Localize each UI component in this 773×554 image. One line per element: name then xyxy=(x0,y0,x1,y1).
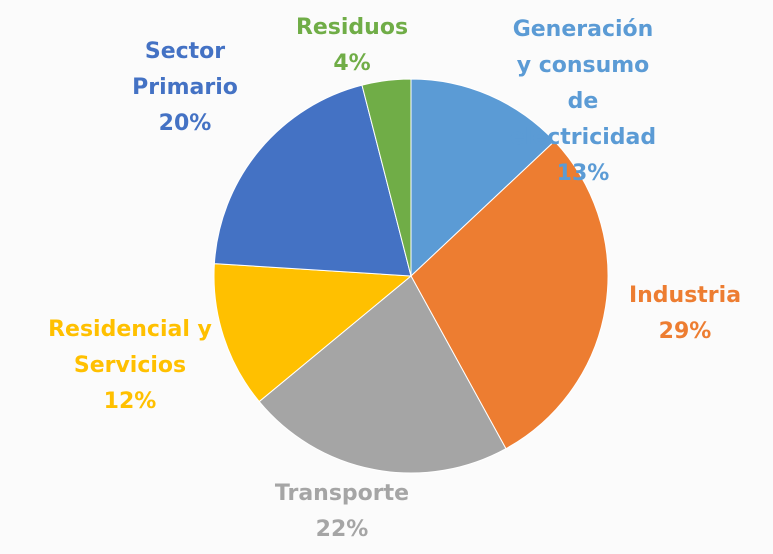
slice-label: Transporte 22% xyxy=(262,476,422,548)
slice-label: Sector Primario 20% xyxy=(110,34,260,142)
pie-slice xyxy=(410,78,556,278)
slice-label: Industria 29% xyxy=(610,278,760,350)
pie-slice xyxy=(213,84,412,277)
value-label: 13% xyxy=(556,161,610,186)
category-label: Industria xyxy=(628,283,742,308)
pie-slice xyxy=(361,78,412,277)
category-label: Transporte xyxy=(274,481,410,506)
category-label: Residuos xyxy=(295,15,409,40)
slice-label: Residuos 4% xyxy=(292,10,412,82)
category-label: Sector Primario xyxy=(132,39,238,100)
category-label: Residencial y Servicios xyxy=(48,317,212,378)
slice-label: Residencial y Servicios 12% xyxy=(40,312,220,420)
value-label: 12% xyxy=(103,389,157,414)
value-label: 22% xyxy=(315,517,369,542)
pie-slice xyxy=(410,140,609,450)
pie-slice xyxy=(213,263,413,403)
value-label: 29% xyxy=(658,319,712,344)
slice-label: Generación y consumo de electricidad 13% xyxy=(508,12,658,192)
value-label: 20% xyxy=(158,111,212,136)
category-label: Generación y consumo de electricidad xyxy=(509,17,657,150)
value-label: 4% xyxy=(333,51,371,76)
pie-slice xyxy=(258,275,507,474)
